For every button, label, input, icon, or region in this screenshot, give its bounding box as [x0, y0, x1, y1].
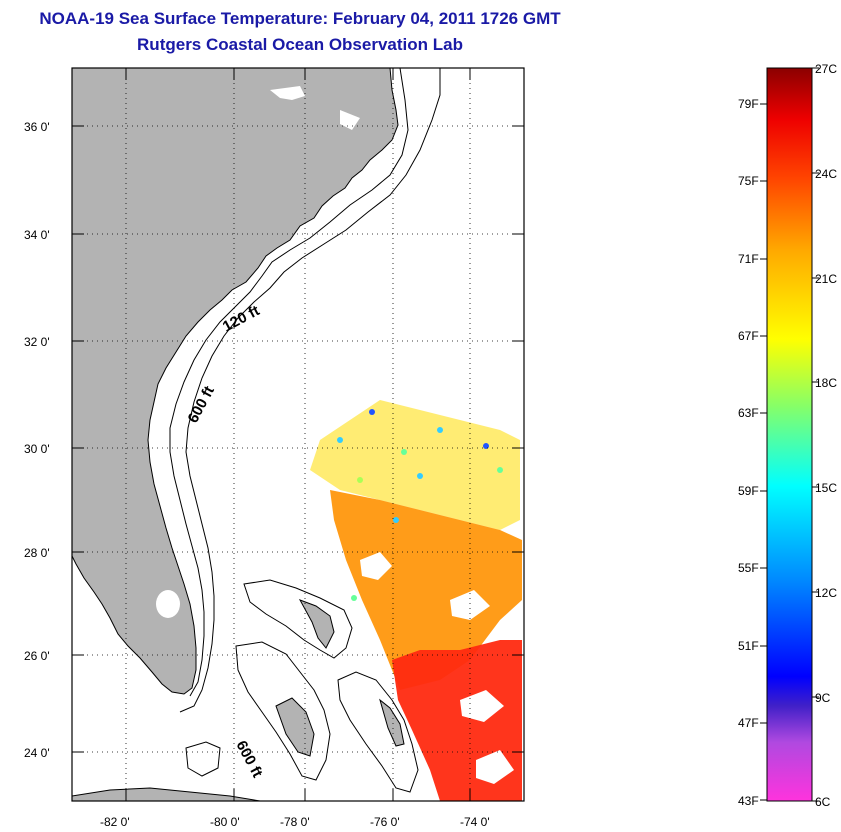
longitude-labels: -82 0' -80 0' -78 0' -76 0' -74 0'	[100, 815, 490, 829]
map-panel: 120 ft 600 ft 600 ft	[72, 68, 524, 801]
title-line-1: NOAA-19 Sea Surface Temperature: Februar…	[39, 9, 561, 28]
colorbar-f-label: 55F	[738, 561, 759, 575]
colorbar-c-label: 12C	[815, 586, 837, 600]
colorbar-f-label: 79F	[738, 97, 759, 111]
colorbar-c-label: 9C	[815, 691, 831, 705]
sst-swath-mid	[330, 490, 522, 690]
map-border	[71, 67, 525, 802]
lon-tick-label: -74 0'	[460, 815, 490, 829]
temperature-colorbar: 79F 75F 71F 67F 63F 59F 55F 51F 47F 43F …	[738, 62, 837, 809]
sst-speckle	[393, 517, 399, 523]
lat-tick-label: 26 0'	[24, 649, 50, 663]
lat-tick-label: 30 0'	[24, 442, 50, 456]
lat-tick-label: 32 0'	[24, 335, 50, 349]
bahamas-island-exuma	[379, 698, 405, 747]
sound-patch	[340, 110, 360, 130]
lon-tick-label: -78 0'	[280, 815, 310, 829]
colorbar-c-label: 6C	[815, 795, 831, 809]
bahamas-island-abaco	[298, 599, 335, 649]
lat-tick-label: 28 0'	[24, 546, 50, 560]
map-graticule	[72, 68, 524, 801]
sst-speckle	[337, 437, 343, 443]
sst-speckle	[417, 473, 423, 479]
bahamas-bank-east	[337, 671, 419, 793]
map-axis-ticks	[72, 68, 524, 801]
colorbar-c-label: 21C	[815, 272, 837, 286]
colorbar-c-label: 27C	[815, 62, 837, 76]
colorbar-c-label: 24C	[815, 167, 837, 181]
sst-speckle	[401, 449, 407, 455]
sst-swath-cool	[310, 400, 520, 530]
colorbar-f-label: 67F	[738, 329, 759, 343]
sst-cloud-gap	[360, 552, 392, 580]
colorbar-f-label: 71F	[738, 252, 759, 266]
colorbar-c-label: 18C	[815, 376, 837, 390]
sst-speckle	[351, 595, 357, 601]
title-line-2: Rutgers Coastal Ocean Observation Lab	[137, 35, 463, 54]
latitude-labels: 36 0' 34 0' 32 0' 30 0' 28 0' 26 0' 24 0…	[24, 120, 50, 760]
lon-tick-label: -80 0'	[210, 815, 240, 829]
sst-speckle	[357, 477, 363, 483]
sst-speckle	[483, 443, 489, 449]
landmass-cuba	[72, 787, 261, 801]
map-title: NOAA-19 Sea Surface Temperature: Februar…	[0, 6, 600, 58]
landmass-us-southeast	[72, 68, 399, 695]
sst-swath	[310, 400, 522, 801]
bahamas-bank-small	[185, 741, 221, 777]
sst-speckle	[497, 467, 503, 473]
colorbar-f-label: 63F	[738, 406, 759, 420]
contour-120ft	[169, 68, 409, 697]
sst-cloud-gap	[476, 750, 514, 784]
bahamas-island-andros	[275, 697, 315, 757]
colorbar-f-label: 51F	[738, 639, 759, 653]
colorbar-f-label: 43F	[738, 794, 759, 808]
sst-speckle	[437, 427, 443, 433]
colorbar-c-label: 15C	[815, 481, 837, 495]
lake-okeechobee	[156, 590, 180, 618]
sst-cloud-gap	[460, 690, 504, 722]
lat-tick-label: 24 0'	[24, 746, 50, 760]
sound-patch	[270, 86, 305, 100]
colorbar-gradient	[766, 67, 813, 802]
lat-tick-label: 34 0'	[24, 228, 50, 242]
sst-cloud-gap	[450, 590, 490, 620]
colorbar-f-label: 75F	[738, 174, 759, 188]
lat-tick-label: 36 0'	[24, 120, 50, 134]
lon-tick-label: -82 0'	[100, 815, 130, 829]
sst-speckle	[369, 409, 375, 415]
colorbar-f-label: 59F	[738, 484, 759, 498]
contour-600ft	[179, 68, 441, 713]
lon-tick-label: -76 0'	[370, 815, 400, 829]
colorbar-f-label: 47F	[738, 716, 759, 730]
